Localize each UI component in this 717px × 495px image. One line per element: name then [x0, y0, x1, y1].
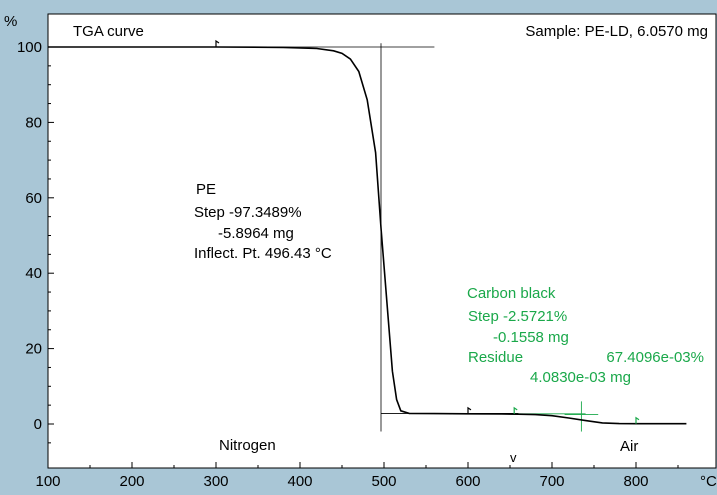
- pe-mass: -5.8964 mg: [218, 225, 294, 242]
- x-tick-label: 300: [203, 473, 228, 490]
- carbon-residue-label: Residue: [468, 349, 523, 366]
- atmosphere-air: Air: [620, 438, 638, 455]
- x-axis: 100 200 300 400 500 600 700 800: [35, 462, 679, 490]
- evaluation-marker: [467, 406, 472, 414]
- atmosphere-switch-mark: v: [510, 450, 517, 465]
- y-tick-label: 80: [25, 114, 42, 131]
- x-tick-label: 600: [455, 473, 480, 490]
- carbon-step: Step -2.5721%: [468, 308, 567, 325]
- pe-inflection: Inflect. Pt. 496.43 °C: [194, 245, 332, 262]
- evaluation-marker: [635, 416, 640, 424]
- x-tick-label: 200: [119, 473, 144, 490]
- x-unit-label: °C: [700, 473, 717, 490]
- x-tick-label: 400: [287, 473, 312, 490]
- y-tick-label: 40: [25, 265, 42, 282]
- x-tick-label: 100: [35, 473, 60, 490]
- sample-info: Sample: PE-LD, 6.0570 mg: [525, 23, 708, 40]
- carbon-residue-mg: 4.0830e-03 mg: [530, 369, 631, 386]
- evaluation-marker: [513, 406, 518, 414]
- y-axis: 0 20 40 60 80 100: [17, 39, 54, 444]
- evaluation-markers: [215, 39, 640, 424]
- tga-curve-line: [48, 46, 687, 425]
- y-tick-label: 0: [34, 416, 42, 433]
- y-tick-label: 100: [17, 39, 42, 56]
- carbon-mass: -0.1558 mg: [493, 329, 569, 346]
- x-tick-label: 500: [371, 473, 396, 490]
- carbon-name: Carbon black: [467, 285, 556, 302]
- evaluation-marker: [215, 39, 220, 47]
- carbon-annotation: Carbon black Step -2.5721% -0.1558 mg Re…: [467, 285, 704, 386]
- carbon-residue-pct: 67.4096e-03%: [606, 349, 704, 366]
- pe-name: PE: [196, 181, 216, 198]
- x-tick-label: 700: [539, 473, 564, 490]
- y-tick-label: 60: [25, 190, 42, 207]
- x-tick-label: 800: [623, 473, 648, 490]
- atmosphere-nitrogen: Nitrogen: [219, 437, 276, 454]
- chart-title: TGA curve: [73, 23, 144, 40]
- y-tick-label: 20: [25, 341, 42, 358]
- pe-step: Step -97.3489%: [194, 204, 302, 221]
- pe-annotation: PE Step -97.3489% -5.8964 mg Inflect. Pt…: [194, 181, 332, 262]
- y-unit-label: %: [4, 13, 17, 30]
